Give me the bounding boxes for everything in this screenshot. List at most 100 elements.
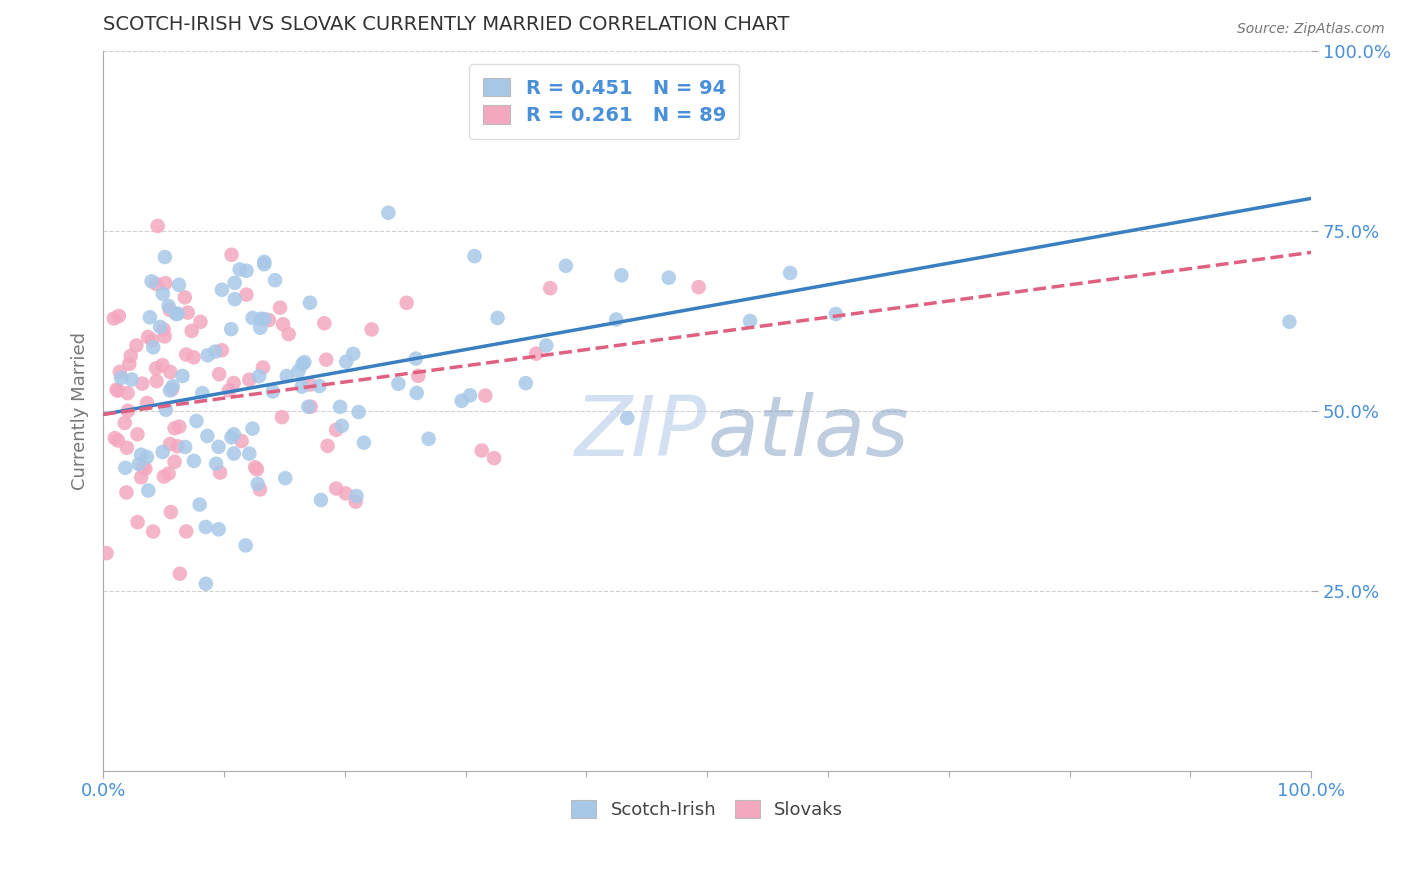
Point xyxy=(159,365,181,379)
Point xyxy=(325,482,347,496)
Point xyxy=(271,410,294,425)
Point xyxy=(298,377,321,392)
Point xyxy=(314,316,336,330)
Point xyxy=(463,249,485,263)
Point xyxy=(554,259,576,273)
Point xyxy=(231,434,253,448)
Point xyxy=(335,486,357,500)
Point xyxy=(221,430,243,444)
Point xyxy=(153,469,176,483)
Point xyxy=(120,349,142,363)
Point xyxy=(167,277,190,292)
Point xyxy=(173,290,195,304)
Point xyxy=(262,384,284,399)
Point xyxy=(117,386,139,401)
Point xyxy=(482,451,505,466)
Point xyxy=(779,266,801,280)
Point xyxy=(160,505,183,519)
Point xyxy=(610,268,633,283)
Point xyxy=(249,320,271,334)
Point xyxy=(114,460,136,475)
Point xyxy=(291,379,314,393)
Point xyxy=(249,483,271,497)
Point xyxy=(129,448,152,462)
Point xyxy=(247,369,270,384)
Text: Source: ZipAtlas.com: Source: ZipAtlas.com xyxy=(1237,22,1385,37)
Point xyxy=(242,310,264,325)
Point xyxy=(149,319,172,334)
Point xyxy=(209,466,232,480)
Point xyxy=(298,295,321,310)
Point xyxy=(406,368,429,383)
Point xyxy=(110,371,132,385)
Point xyxy=(180,324,202,338)
Point xyxy=(418,432,440,446)
Point xyxy=(104,431,127,445)
Point xyxy=(315,352,337,367)
Point xyxy=(221,248,243,262)
Point xyxy=(191,386,214,401)
Point xyxy=(299,400,322,414)
Point xyxy=(103,311,125,326)
Point xyxy=(136,450,159,464)
Point xyxy=(163,455,186,469)
Point xyxy=(377,206,399,220)
Point xyxy=(136,483,159,498)
Point xyxy=(264,273,287,287)
Point xyxy=(405,386,427,401)
Point xyxy=(658,270,681,285)
Point xyxy=(183,351,205,365)
Point xyxy=(253,255,276,269)
Point xyxy=(195,429,218,443)
Point xyxy=(160,382,183,396)
Point xyxy=(738,314,761,328)
Point xyxy=(294,355,316,369)
Point xyxy=(243,460,266,475)
Point xyxy=(108,365,131,379)
Point xyxy=(155,402,177,417)
Point xyxy=(538,281,561,295)
Point xyxy=(242,422,264,436)
Point xyxy=(297,400,319,414)
Point xyxy=(115,441,138,455)
Point xyxy=(287,364,309,378)
Point xyxy=(252,360,274,375)
Point xyxy=(208,367,231,381)
Point xyxy=(129,470,152,484)
Point xyxy=(121,372,143,386)
Point xyxy=(211,283,233,297)
Legend: Scotch-Irish, Slovaks: Scotch-Irish, Slovaks xyxy=(564,793,851,827)
Point xyxy=(1278,315,1301,329)
Point xyxy=(395,295,418,310)
Text: ZIP: ZIP xyxy=(575,392,707,473)
Point xyxy=(169,419,191,434)
Point xyxy=(309,493,332,508)
Point xyxy=(194,576,217,591)
Point xyxy=(246,477,269,491)
Point xyxy=(235,264,257,278)
Point xyxy=(157,467,180,481)
Point xyxy=(166,307,188,321)
Point xyxy=(486,310,509,325)
Point xyxy=(235,538,257,552)
Point xyxy=(107,384,129,398)
Point xyxy=(228,262,250,277)
Point xyxy=(136,396,159,410)
Point xyxy=(207,522,229,536)
Point xyxy=(107,434,129,448)
Point xyxy=(157,299,180,313)
Point xyxy=(142,340,165,354)
Point xyxy=(114,416,136,430)
Point xyxy=(117,404,139,418)
Point xyxy=(329,400,352,414)
Point xyxy=(145,374,167,388)
Point xyxy=(207,440,229,454)
Point xyxy=(172,369,194,384)
Point xyxy=(153,329,176,343)
Point xyxy=(163,421,186,435)
Point xyxy=(222,446,245,460)
Point xyxy=(174,347,197,361)
Point xyxy=(136,330,159,344)
Point xyxy=(145,361,167,376)
Point xyxy=(169,566,191,581)
